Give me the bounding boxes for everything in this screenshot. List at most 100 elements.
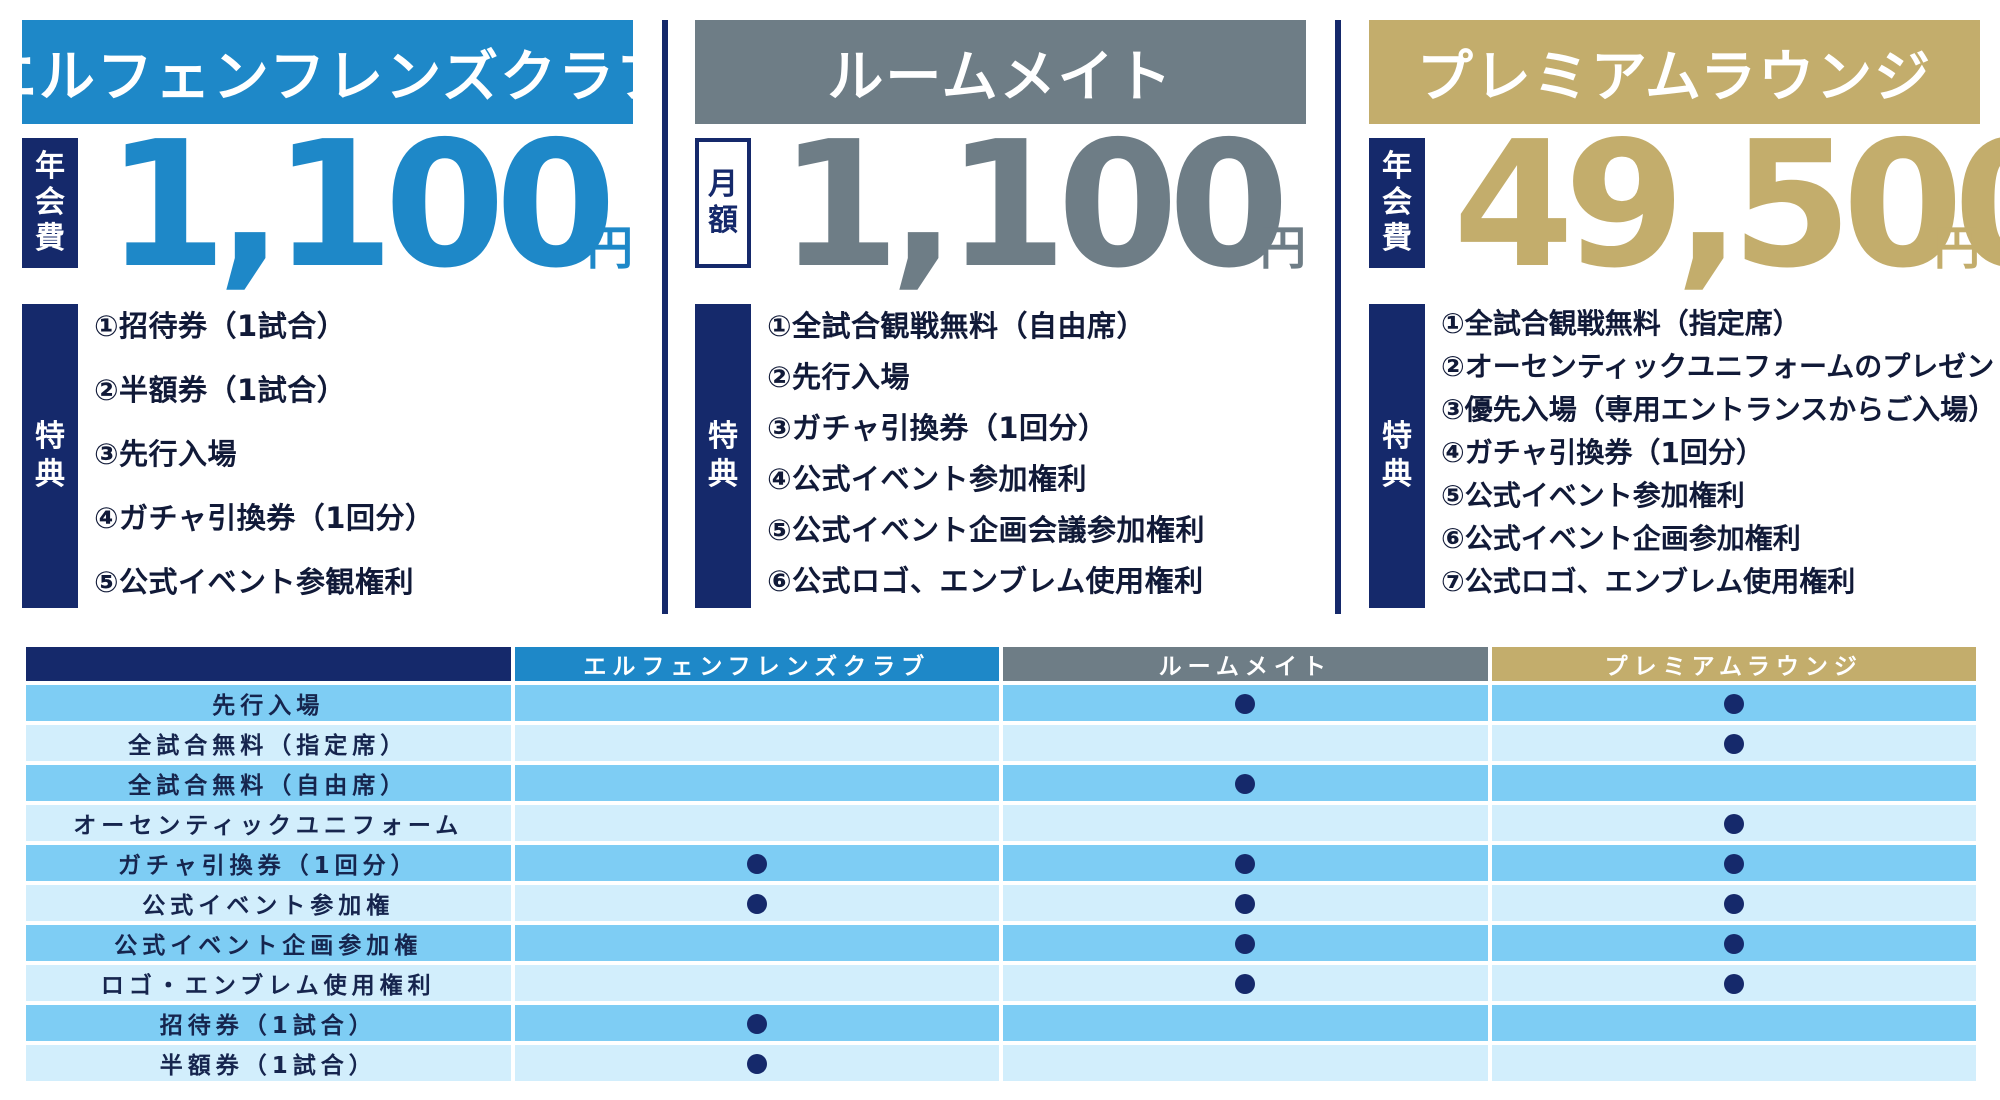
price-unit: 円 bbox=[1934, 221, 1980, 275]
benefit-item: ③先行入場 bbox=[94, 437, 238, 471]
benefit-item: ②オーセンティックユニフォームのプレゼント bbox=[1441, 350, 2000, 383]
row-label: ロゴ・エンブレム使用権利 bbox=[26, 965, 511, 1001]
plan-divider bbox=[1335, 20, 1341, 614]
price-unit: 円 bbox=[587, 221, 633, 275]
fee-label: 年 会 費 bbox=[22, 138, 78, 268]
table-row: オーセンティックユニフォーム bbox=[26, 805, 1976, 841]
table-cell bbox=[1003, 885, 1488, 921]
benefit-item: ②先行入場 bbox=[767, 360, 911, 394]
table-row: ガチャ引換券（1回分） bbox=[26, 845, 1976, 881]
price-amount: 1,100 bbox=[779, 104, 1289, 307]
table-cell bbox=[1003, 805, 1488, 841]
fee-label-char: 年 bbox=[1382, 149, 1412, 184]
fee-label-char: 年 bbox=[35, 149, 65, 184]
row-label: 先行入場 bbox=[26, 685, 511, 721]
fee-label-char: 会 bbox=[35, 185, 65, 220]
benefit-item: ③優先入場（専用エントランスからご入場） bbox=[1441, 393, 1997, 426]
benefits-label-char: 特 bbox=[35, 419, 65, 454]
table-row: 公式イベント企画参加権 bbox=[26, 925, 1976, 961]
price-row: 年 会 費 49,500 円 bbox=[1369, 119, 2000, 293]
plan-title: プレミアムラウンジ bbox=[1369, 20, 1980, 124]
table-header-blank bbox=[26, 647, 511, 681]
benefit-item: ③ガチャ引換券（1回分） bbox=[767, 411, 1108, 445]
benefits-row: 特 典 ①招待券（1試合） ②半額券（1試合） ③先行入場 ④ガチャ引換券（1回… bbox=[22, 304, 633, 608]
table-cell bbox=[1491, 725, 1976, 761]
table-cell bbox=[1003, 725, 1488, 761]
table-row: 先行入場 bbox=[26, 685, 1976, 721]
included-dot-icon bbox=[1723, 933, 1744, 954]
included-dot-icon bbox=[1235, 893, 1256, 914]
included-dot-icon bbox=[1723, 813, 1744, 834]
table-cell bbox=[514, 805, 999, 841]
benefit-item: ②半額券（1試合） bbox=[94, 373, 347, 407]
included-dot-icon bbox=[1723, 973, 1744, 994]
table-header-row: エルフェンフレンズクラブ ルームメイト プレミアムラウンジ bbox=[26, 647, 1976, 681]
benefits-label-char: 典 bbox=[708, 457, 738, 492]
table-cell bbox=[1491, 885, 1976, 921]
included-dot-icon bbox=[1723, 733, 1744, 754]
table-cell bbox=[1491, 925, 1976, 961]
table-cell bbox=[514, 925, 999, 961]
benefits-label: 特 典 bbox=[22, 304, 78, 608]
table-row: 公式イベント参加権 bbox=[26, 885, 1976, 921]
row-label: 半額券（1試合） bbox=[26, 1045, 511, 1081]
table-cell bbox=[514, 1045, 999, 1081]
included-dot-icon bbox=[1235, 973, 1256, 994]
benefit-item: ④ガチャ引換券（1回分） bbox=[1441, 436, 1764, 469]
table-cell bbox=[1003, 1045, 1488, 1081]
plan-card-premium-lounge: プレミアムラウンジ 年 会 費 49,500 円 特 典 ①全試合観戦無料（指定… bbox=[1369, 20, 2000, 614]
table-cell bbox=[1003, 1005, 1488, 1041]
benefits-row: 特 典 ①全試合観戦無料（指定席） ②オーセンティックユニフォームのプレゼント … bbox=[1369, 304, 2000, 608]
fee-label: 月 額 bbox=[695, 138, 751, 268]
included-dot-icon bbox=[1723, 853, 1744, 874]
fee-label-char: 月 bbox=[708, 167, 738, 202]
comparison-table: エルフェンフレンズクラブ ルームメイト プレミアムラウンジ 先行入場全試合無料（… bbox=[22, 643, 1980, 1085]
table-row: 全試合無料（指定席） bbox=[26, 725, 1976, 761]
table-cell bbox=[1491, 805, 1976, 841]
table-cell bbox=[1491, 965, 1976, 1001]
table-row: 全試合無料（自由席） bbox=[26, 765, 1976, 801]
price-unit: 円 bbox=[1260, 221, 1306, 275]
included-dot-icon bbox=[746, 1013, 767, 1034]
table-cell bbox=[514, 1005, 999, 1041]
benefit-item: ①全試合観戦無料（自由席） bbox=[767, 309, 1147, 343]
included-dot-icon bbox=[1235, 853, 1256, 874]
benefits-label: 特 典 bbox=[1369, 304, 1425, 608]
table-cell bbox=[1491, 845, 1976, 881]
table-cell bbox=[514, 685, 999, 721]
table-row: ロゴ・エンブレム使用権利 bbox=[26, 965, 1976, 1001]
benefit-list: ①招待券（1試合） ②半額券（1試合） ③先行入場 ④ガチャ引換券（1回分） ⑤… bbox=[94, 304, 434, 624]
table-cell bbox=[1491, 1045, 1976, 1081]
table-cell bbox=[514, 845, 999, 881]
benefit-item: ⑦公式ロゴ、エンブレム使用権利 bbox=[1441, 565, 1856, 598]
benefit-item: ⑥公式イベント企画参加権利 bbox=[1441, 522, 1801, 555]
benefits-label-char: 典 bbox=[35, 457, 65, 492]
row-label: 全試合無料（自由席） bbox=[26, 765, 511, 801]
plan-title: エルフェンフレンズクラブ bbox=[0, 20, 672, 124]
price-row: 月 額 1,100 円 bbox=[695, 119, 1306, 293]
row-label: 全試合無料（指定席） bbox=[26, 725, 511, 761]
row-label: 招待券（1試合） bbox=[26, 1005, 511, 1041]
benefits-label-char: 特 bbox=[1382, 419, 1412, 454]
row-label: 公式イベント参加権 bbox=[26, 885, 511, 921]
fee-label-char: 費 bbox=[1382, 221, 1412, 256]
fee-label-char: 額 bbox=[708, 203, 738, 238]
included-dot-icon bbox=[746, 1053, 767, 1074]
fee-label: 年 会 費 bbox=[1369, 138, 1425, 268]
table-body: 先行入場全試合無料（指定席） 全試合無料（自由席） オーセンティックユニフォーム ガチ… bbox=[26, 685, 1976, 1081]
included-dot-icon bbox=[1723, 893, 1744, 914]
table-cell bbox=[1003, 965, 1488, 1001]
benefit-item: ⑤公式イベント参加権利 bbox=[1441, 479, 1745, 512]
included-dot-icon bbox=[1723, 693, 1744, 714]
included-dot-icon bbox=[746, 853, 767, 874]
plan-card-roommate: ルームメイト 月 額 1,100 円 特 典 ①全試合観戦無料（自由席） ②先行… bbox=[695, 20, 1306, 614]
table-cell bbox=[1491, 765, 1976, 801]
benefit-list: ①全試合観戦無料（指定席） ②オーセンティックユニフォームのプレゼント ③優先入… bbox=[1441, 304, 2000, 605]
benefit-item: ⑤公式イベント参観権利 bbox=[94, 565, 415, 599]
plan-divider bbox=[662, 20, 668, 614]
benefits-label-char: 典 bbox=[1382, 457, 1412, 492]
table-cell bbox=[514, 765, 999, 801]
table-row: 半額券（1試合） bbox=[26, 1045, 1976, 1081]
included-dot-icon bbox=[1235, 693, 1256, 714]
